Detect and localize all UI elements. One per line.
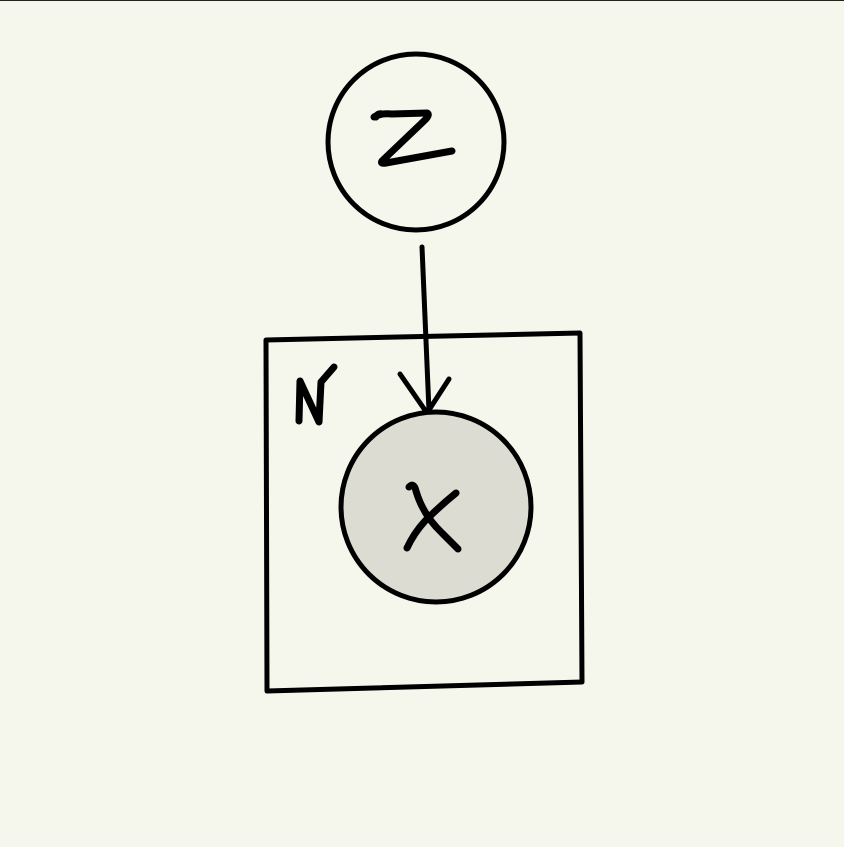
node-z-circle: [325, 51, 507, 233]
edge-line: [419, 244, 432, 414]
node-z: Z: [325, 51, 507, 233]
node-x-label-stroke-2: [403, 489, 460, 552]
node-x: X: [338, 409, 534, 605]
plate: N: [263, 330, 585, 694]
plate-label-n: N: [295, 363, 338, 426]
edge-z-to-x: [397, 244, 452, 416]
node-z-label-hook: [372, 110, 386, 121]
node-x-label-stroke-1: [405, 481, 462, 553]
plate-border: [263, 330, 585, 694]
plate-label-n-glyph: [295, 363, 338, 426]
arrowhead-icon: [397, 371, 452, 416]
